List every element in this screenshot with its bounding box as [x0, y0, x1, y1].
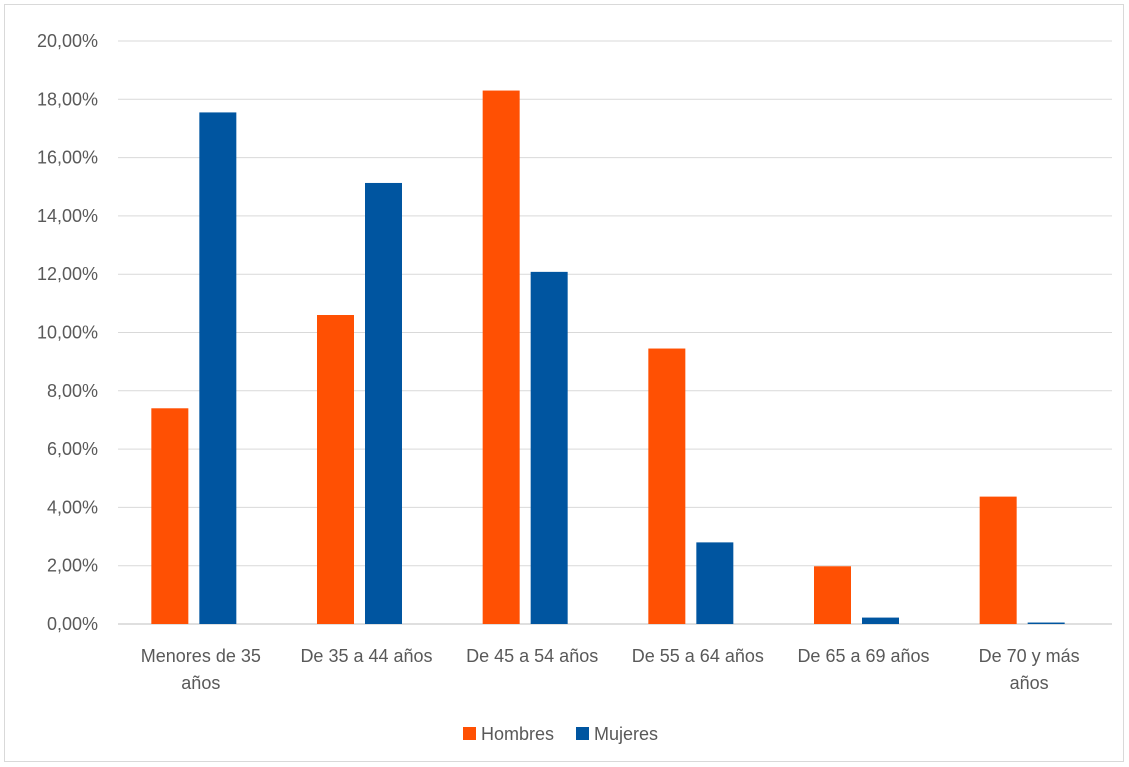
x-category-label-line: años	[181, 673, 220, 693]
x-category-label-line: De 55 a 64 años	[632, 646, 764, 666]
x-category-label-line: Menores de 35	[141, 646, 261, 666]
y-tick-label: 10,00%	[37, 323, 98, 343]
bar-hombres	[482, 90, 520, 625]
x-category-label: Menores de 35 años	[141, 646, 261, 693]
bar-mujeres	[530, 271, 568, 624]
bar-hombres	[648, 348, 686, 624]
x-axis-categories: Menores de 35 años De 35 a 44 años De 45 a …	[141, 646, 1080, 693]
bar-mujeres	[1027, 622, 1065, 624]
y-tick-label: 0,00%	[47, 614, 98, 634]
bar-mujeres	[365, 182, 402, 624]
y-tick-label: 4,00%	[47, 497, 98, 517]
y-tick-label: 12,00%	[37, 264, 98, 284]
y-tick-label: 20,00%	[37, 31, 98, 51]
x-category-label: De 70 y más años	[979, 646, 1080, 693]
x-category-label: De 35 a 44 años	[300, 646, 432, 666]
bar-hombres	[814, 566, 851, 624]
bars	[151, 90, 1065, 625]
y-tick-label: 14,00%	[37, 206, 98, 226]
bar-mujeres	[199, 112, 237, 624]
x-category-label: De 65 a 69 años	[797, 646, 929, 666]
legend-label-mujeres: Mujeres	[594, 724, 658, 744]
x-category-label-line: De 65 a 69 años	[797, 646, 929, 666]
legend-swatch-hombres	[463, 727, 476, 740]
y-axis-ticks: 0,00% 2,00% 4,00% 6,00% 8,00% 10,00% 12,00% 14,…	[37, 31, 98, 634]
gridlines	[118, 40, 1112, 625]
x-category-label: De 45 a 54 años	[466, 646, 598, 666]
x-category-label: De 55 a 64 años	[632, 646, 764, 666]
bar-chart: 0,00% 2,00% 4,00% 6,00% 8,00% 10,00% 12,00% 14,…	[37, 31, 1112, 744]
bar-hombres	[151, 408, 189, 624]
y-tick-label: 8,00%	[47, 381, 98, 401]
x-category-label-line: De 45 a 54 años	[466, 646, 598, 666]
chart-frame: 0,00% 2,00% 4,00% 6,00% 8,00% 10,00% 12,00% 14,…	[4, 4, 1124, 762]
y-tick-label: 2,00%	[47, 556, 98, 576]
legend: Hombres Mujeres	[463, 724, 658, 744]
bar-hombres	[979, 496, 1017, 624]
legend-swatch-mujeres	[576, 727, 589, 740]
x-category-label-line: De 70 y más	[979, 646, 1080, 666]
y-tick-label: 18,00%	[37, 89, 98, 109]
x-category-label-line: años	[1010, 673, 1049, 693]
bar-mujeres	[696, 542, 734, 624]
bar-hombres	[317, 315, 354, 624]
y-tick-label: 6,00%	[47, 439, 98, 459]
y-tick-label: 16,00%	[37, 148, 98, 168]
bar-mujeres	[862, 617, 899, 624]
legend-label-hombres: Hombres	[481, 724, 554, 744]
x-category-label-line: De 35 a 44 años	[300, 646, 432, 666]
